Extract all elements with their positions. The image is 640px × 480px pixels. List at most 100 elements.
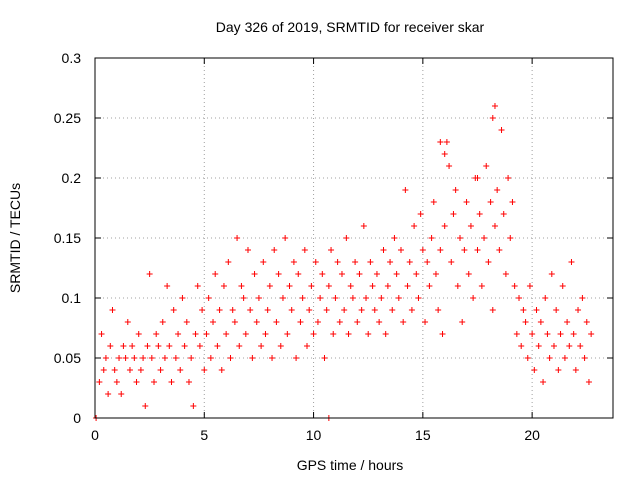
data-point bbox=[588, 331, 595, 337]
data-point bbox=[566, 343, 573, 349]
data-point bbox=[546, 355, 553, 361]
data-point bbox=[192, 331, 199, 337]
data-point bbox=[529, 331, 536, 337]
data-point bbox=[441, 151, 448, 157]
y-tick-label: 0.2 bbox=[62, 170, 82, 186]
x-tick-label: 20 bbox=[524, 427, 540, 443]
data-point bbox=[273, 319, 280, 325]
data-point bbox=[550, 343, 557, 349]
y-tick-label: 0.3 bbox=[62, 50, 82, 66]
data-point bbox=[131, 355, 138, 361]
data-point bbox=[548, 271, 555, 277]
data-point bbox=[225, 259, 232, 265]
data-point bbox=[349, 295, 356, 301]
data-point bbox=[509, 199, 516, 205]
data-point bbox=[380, 247, 387, 253]
data-point bbox=[400, 319, 407, 325]
chart-title: Day 326 of 2019, SRMTID for receiver ska… bbox=[216, 19, 485, 35]
data-point bbox=[419, 247, 426, 253]
data-point bbox=[140, 355, 147, 361]
data-point bbox=[526, 283, 533, 289]
data-point bbox=[288, 307, 295, 313]
y-tick-label: 0.15 bbox=[54, 230, 81, 246]
data-point bbox=[168, 379, 175, 385]
data-point bbox=[544, 331, 551, 337]
data-point bbox=[170, 307, 177, 313]
data-point bbox=[585, 379, 592, 385]
data-point bbox=[201, 367, 208, 373]
data-point bbox=[356, 271, 363, 277]
data-point bbox=[572, 367, 579, 373]
data-point bbox=[264, 307, 271, 313]
data-point bbox=[183, 319, 190, 325]
y-tick-label: 0.05 bbox=[54, 350, 81, 366]
data-point bbox=[107, 343, 114, 349]
data-point bbox=[561, 355, 568, 361]
data-point bbox=[96, 379, 103, 385]
y-tick-label: 0 bbox=[73, 410, 81, 426]
data-point bbox=[426, 283, 433, 289]
data-point bbox=[485, 259, 492, 265]
data-point bbox=[428, 235, 435, 241]
data-point bbox=[240, 295, 247, 301]
data-point bbox=[216, 307, 223, 313]
data-point bbox=[373, 271, 380, 277]
data-point bbox=[207, 355, 214, 361]
data-point bbox=[102, 355, 109, 361]
data-point bbox=[277, 343, 284, 349]
data-point bbox=[124, 319, 131, 325]
data-point bbox=[491, 103, 498, 109]
data-point bbox=[269, 355, 276, 361]
data-point bbox=[461, 247, 468, 253]
data-point bbox=[367, 259, 374, 265]
data-point bbox=[177, 367, 184, 373]
data-point bbox=[470, 295, 477, 301]
data-point bbox=[153, 331, 160, 337]
data-point bbox=[199, 307, 206, 313]
data-point bbox=[435, 307, 442, 313]
data-point bbox=[446, 163, 453, 169]
data-point bbox=[369, 283, 376, 289]
data-point bbox=[129, 343, 136, 349]
data-point bbox=[478, 283, 485, 289]
data-point bbox=[220, 283, 227, 289]
data-point bbox=[334, 259, 341, 265]
data-point bbox=[387, 259, 394, 265]
data-point bbox=[236, 343, 243, 349]
data-point bbox=[476, 211, 483, 217]
data-point bbox=[354, 319, 361, 325]
data-point bbox=[325, 283, 332, 289]
data-point bbox=[457, 235, 464, 241]
data-point bbox=[564, 319, 571, 325]
data-point bbox=[247, 307, 254, 313]
data-point bbox=[249, 355, 256, 361]
data-point bbox=[559, 283, 566, 289]
data-point bbox=[290, 259, 297, 265]
data-point bbox=[100, 367, 107, 373]
data-point bbox=[166, 343, 173, 349]
data-point bbox=[507, 235, 514, 241]
data-point bbox=[365, 331, 372, 337]
data-point bbox=[417, 211, 424, 217]
data-point bbox=[172, 355, 179, 361]
data-point bbox=[474, 247, 481, 253]
data-point bbox=[422, 319, 429, 325]
data-point bbox=[229, 307, 236, 313]
data-point bbox=[194, 283, 201, 289]
x-axis-label: GPS time / hours bbox=[297, 457, 404, 473]
data-point bbox=[413, 271, 420, 277]
data-point bbox=[542, 295, 549, 301]
data-point bbox=[393, 271, 400, 277]
data-point bbox=[498, 127, 505, 133]
data-point bbox=[238, 283, 245, 289]
data-point bbox=[253, 319, 260, 325]
data-point bbox=[439, 331, 446, 337]
data-point bbox=[406, 259, 413, 265]
data-point bbox=[210, 319, 217, 325]
x-tick-label: 10 bbox=[306, 427, 322, 443]
data-point bbox=[395, 295, 402, 301]
data-point bbox=[179, 295, 186, 301]
data-point bbox=[312, 259, 319, 265]
data-point bbox=[437, 247, 444, 253]
